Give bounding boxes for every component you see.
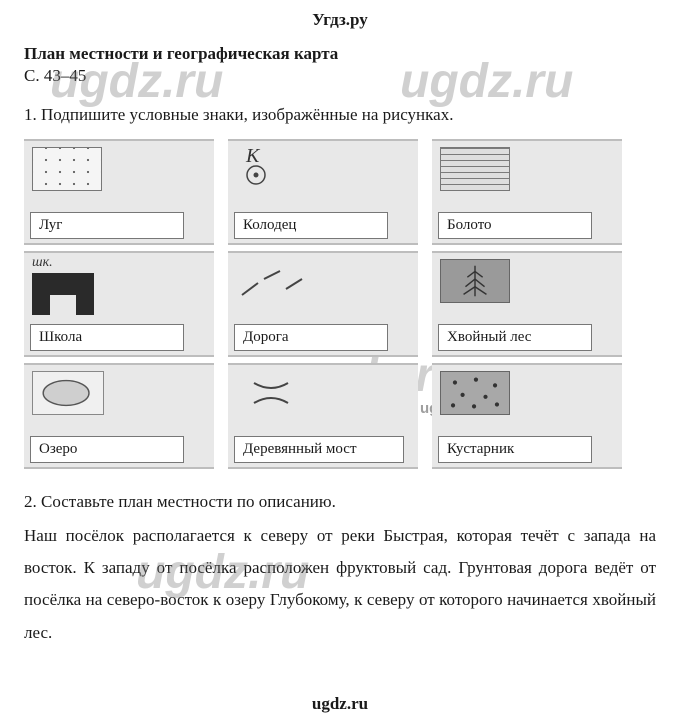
symbol-label: Болото	[438, 212, 592, 239]
task2-heading: 2. Составьте план местности по описанию.	[24, 491, 656, 514]
task2-body: Наш посёлок располагается к северу от ре…	[24, 520, 656, 649]
school-icon	[32, 271, 112, 323]
bridge-icon	[236, 371, 306, 415]
symbol-label: Луг	[30, 212, 184, 239]
shrub-icon	[440, 371, 520, 423]
grid-cell: шк. Школа	[24, 251, 214, 357]
symbol-label: Дорога	[234, 324, 388, 351]
grid-cell: К Колодец	[228, 139, 418, 245]
grid-cell: Болото	[432, 139, 622, 245]
doc-title: План местности и географическая карта	[24, 44, 656, 64]
meadow-icon	[32, 147, 112, 199]
page-ref: С. 43–45	[24, 66, 656, 86]
symbols-grid: Луг К Колодец Болото шк. Школа	[24, 139, 656, 469]
road-icon	[236, 259, 316, 303]
grid-cell: Озеро	[24, 363, 214, 469]
well-icon: К	[236, 147, 306, 191]
symbol-label: Озеро	[30, 436, 184, 463]
grid-cell: Луг	[24, 139, 214, 245]
symbol-label: Колодец	[234, 212, 388, 239]
header-site: Угдз.ру	[0, 0, 680, 30]
conifer-icon	[440, 259, 520, 311]
symbol-label: Хвойный лес	[438, 324, 592, 351]
grid-cell: Кустарник	[432, 363, 622, 469]
content-area: План местности и географическая карта С.…	[0, 30, 680, 649]
grid-cell: Дорога	[228, 251, 418, 357]
symbol-label: Деревянный мост	[234, 436, 404, 463]
footer-site: ugdz.ru	[0, 694, 680, 714]
school-abbrev: шк.	[32, 255, 53, 271]
swamp-icon	[440, 147, 520, 199]
grid-cell: Деревянный мост	[228, 363, 418, 469]
symbol-label: Кустарник	[438, 436, 592, 463]
lake-icon	[32, 371, 112, 423]
grid-cell: Хвойный лес	[432, 251, 622, 357]
task1-text: 1. Подпишите условные знаки, изображённы…	[24, 104, 656, 127]
symbol-label: Школа	[30, 324, 184, 351]
